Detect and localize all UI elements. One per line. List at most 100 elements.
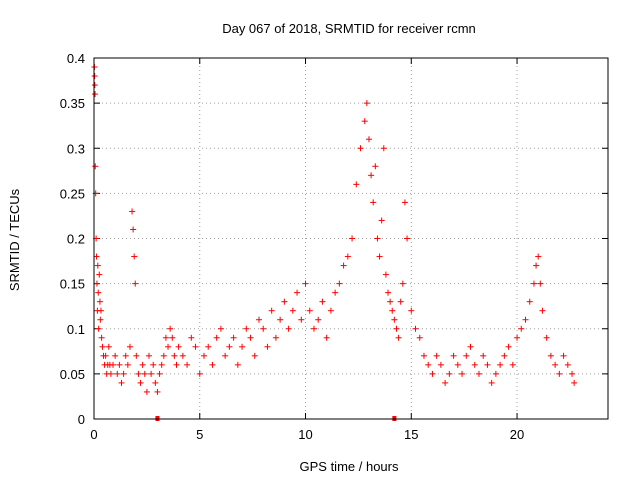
x-tick-label: 5: [196, 427, 203, 442]
data-point: [167, 325, 174, 332]
data-point: [97, 307, 104, 314]
data-point: [459, 370, 466, 377]
data-point: [96, 298, 103, 305]
y-tick-label: 0.05: [60, 367, 85, 382]
data-point: [243, 325, 250, 332]
data-point: [298, 316, 305, 323]
data-point: [569, 370, 576, 377]
data-point: [91, 73, 98, 80]
data-point: [139, 361, 146, 368]
data-point: [319, 298, 326, 305]
data-point: [110, 361, 117, 368]
data-point: [353, 181, 360, 188]
data-point: [306, 307, 313, 314]
data-point: [143, 388, 150, 395]
data-point: [95, 289, 102, 296]
data-point: [179, 352, 186, 359]
data-point: [425, 361, 432, 368]
data-point: [480, 352, 487, 359]
data-point: [408, 307, 415, 314]
data-point: [357, 145, 364, 152]
data-point: [251, 352, 258, 359]
x-tick-label: 0: [90, 427, 97, 442]
data-point: [294, 289, 301, 296]
data-point: [385, 289, 392, 296]
data-point: [145, 352, 152, 359]
data-point: [395, 334, 402, 341]
data-point: [285, 325, 292, 332]
data-point: [95, 325, 102, 332]
data-point: [571, 379, 578, 386]
data-point: [526, 298, 533, 305]
data-point: [399, 280, 406, 287]
data-point: [463, 352, 470, 359]
data-point: [122, 352, 129, 359]
y-tick-label: 0.4: [67, 51, 85, 66]
data-point: [420, 352, 427, 359]
data-point: [475, 370, 482, 377]
data-point: [239, 343, 246, 350]
data-point: [442, 379, 449, 386]
y-axis-label: SRMTID / TECUs: [7, 188, 22, 291]
data-point: [105, 343, 112, 350]
data-point: [382, 271, 389, 278]
data-point: [543, 334, 550, 341]
data-point: [114, 370, 121, 377]
data-point: [501, 352, 508, 359]
data-point: [363, 100, 370, 107]
data-point: [130, 226, 137, 233]
data-point: [158, 361, 165, 368]
data-point: [175, 343, 182, 350]
y-tick-label: 0: [78, 412, 85, 427]
data-point: [126, 343, 133, 350]
data-point: [450, 352, 457, 359]
data-point: [378, 217, 385, 224]
data-point: [535, 253, 542, 260]
data-point: [132, 280, 139, 287]
data-point: [310, 325, 317, 332]
data-point: [137, 379, 144, 386]
data-point: [323, 334, 330, 341]
data-point: [169, 334, 176, 341]
data-point: [537, 280, 544, 287]
data-point: [539, 307, 546, 314]
y-tick-label: 0.25: [60, 186, 85, 201]
data-point: [437, 361, 444, 368]
data-point: [173, 361, 180, 368]
data-point: [171, 352, 178, 359]
data-point: [102, 352, 109, 359]
data-point: [99, 343, 106, 350]
data-point: [162, 334, 169, 341]
data-point: [96, 271, 103, 278]
data-point: [124, 361, 131, 368]
data-point: [389, 307, 396, 314]
data-point: [148, 370, 155, 377]
data-point: [289, 307, 296, 314]
data-point: [518, 325, 525, 332]
data-point: [365, 136, 372, 143]
data-point: [361, 118, 368, 125]
data-point: [135, 370, 142, 377]
data-point: [154, 388, 161, 395]
y-tick-label: 0.35: [60, 96, 85, 111]
y-tick-label: 0.2: [67, 232, 85, 247]
x-tick-label: 10: [298, 427, 312, 442]
data-point: [336, 280, 343, 287]
data-point: [205, 343, 212, 350]
data-point: [93, 253, 100, 260]
data-point: [277, 316, 284, 323]
data-point: [93, 280, 100, 287]
data-point: [92, 91, 99, 98]
data-point: [368, 172, 375, 179]
data-point: [564, 361, 571, 368]
data-point: [120, 370, 127, 377]
data-point: [433, 352, 440, 359]
data-point: [230, 334, 237, 341]
data-point: [116, 361, 123, 368]
data-point: [234, 361, 241, 368]
data-point: [141, 370, 148, 377]
data-point: [97, 316, 104, 323]
data-point: [91, 82, 98, 89]
data-point: [372, 163, 379, 170]
